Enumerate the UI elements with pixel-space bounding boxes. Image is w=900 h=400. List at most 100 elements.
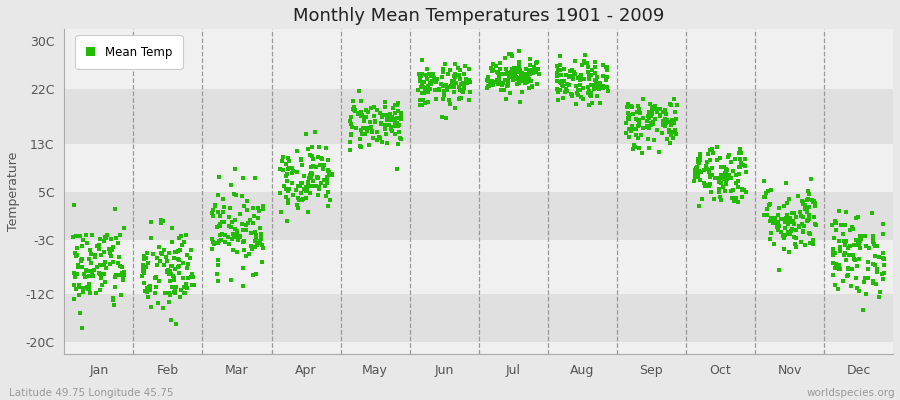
Point [205, 246, 220, 252]
Point [564, 67, 579, 74]
Point [518, 74, 532, 80]
Point [444, 84, 458, 90]
Point [102, 246, 116, 253]
Point [641, 113, 655, 119]
Point [853, 238, 868, 244]
Point [306, 178, 320, 184]
Point [302, 183, 316, 189]
Point [770, 224, 784, 230]
Point [657, 123, 671, 129]
Point [832, 266, 847, 272]
Point [702, 166, 716, 173]
Point [567, 69, 581, 76]
Point [166, 273, 180, 280]
Point [642, 125, 656, 131]
Point [734, 160, 748, 166]
Point [311, 184, 326, 190]
Point [137, 253, 151, 260]
Point [374, 138, 389, 145]
Point [555, 82, 570, 88]
Point [523, 71, 537, 77]
Point [645, 105, 660, 111]
Point [322, 197, 337, 204]
Point [165, 284, 179, 290]
Point [569, 82, 583, 89]
Point [831, 286, 845, 292]
Point [165, 238, 179, 245]
Point [550, 70, 564, 76]
Point [176, 275, 191, 281]
Point [492, 70, 507, 77]
Point [501, 74, 516, 80]
Point [323, 170, 338, 177]
Point [772, 205, 787, 211]
Point [166, 275, 181, 281]
Point [581, 64, 596, 70]
Point [621, 116, 635, 122]
Point [768, 216, 782, 222]
Point [785, 219, 799, 226]
Point [642, 108, 656, 115]
Point [449, 79, 464, 86]
Point [423, 86, 437, 92]
Point [85, 260, 99, 266]
Point [69, 271, 84, 278]
Point [351, 88, 365, 94]
Point [786, 218, 800, 224]
Point [783, 214, 797, 221]
Point [727, 156, 742, 162]
Point [174, 286, 188, 293]
Point [562, 73, 577, 79]
Point [663, 102, 678, 108]
Point [721, 154, 735, 160]
Point [774, 216, 788, 222]
Point [67, 201, 81, 208]
Point [68, 274, 82, 280]
Point [446, 73, 461, 79]
Point [85, 232, 99, 238]
Point [93, 262, 107, 268]
Point [429, 79, 444, 85]
Point [115, 270, 130, 276]
Point [279, 178, 293, 184]
Point [517, 75, 531, 81]
Point [247, 220, 261, 226]
Point [386, 115, 400, 122]
Point [171, 264, 185, 271]
Point [503, 73, 517, 80]
Point [354, 97, 368, 104]
Point [732, 171, 746, 178]
Point [139, 264, 153, 270]
Point [295, 180, 310, 186]
Point [801, 217, 815, 223]
Point [439, 115, 454, 121]
Point [212, 222, 227, 229]
Point [779, 200, 794, 206]
Point [343, 146, 357, 153]
Point [796, 214, 810, 220]
Point [358, 107, 373, 114]
Point [255, 242, 269, 248]
Point [626, 123, 640, 129]
Point [589, 85, 603, 92]
Point [305, 144, 320, 150]
Point [321, 168, 336, 175]
Point [424, 81, 438, 88]
Point [644, 101, 658, 108]
Point [802, 191, 816, 197]
Point [731, 184, 745, 190]
Point [301, 146, 315, 152]
Point [875, 271, 889, 277]
Point [177, 290, 192, 296]
Point [347, 104, 362, 110]
Point [648, 106, 662, 113]
Point [393, 136, 408, 142]
Point [480, 76, 494, 83]
Point [719, 176, 733, 182]
Point [463, 89, 477, 95]
Point [321, 168, 336, 174]
Point [157, 262, 171, 268]
Point [111, 240, 125, 246]
Point [320, 176, 334, 182]
Point [423, 72, 437, 79]
